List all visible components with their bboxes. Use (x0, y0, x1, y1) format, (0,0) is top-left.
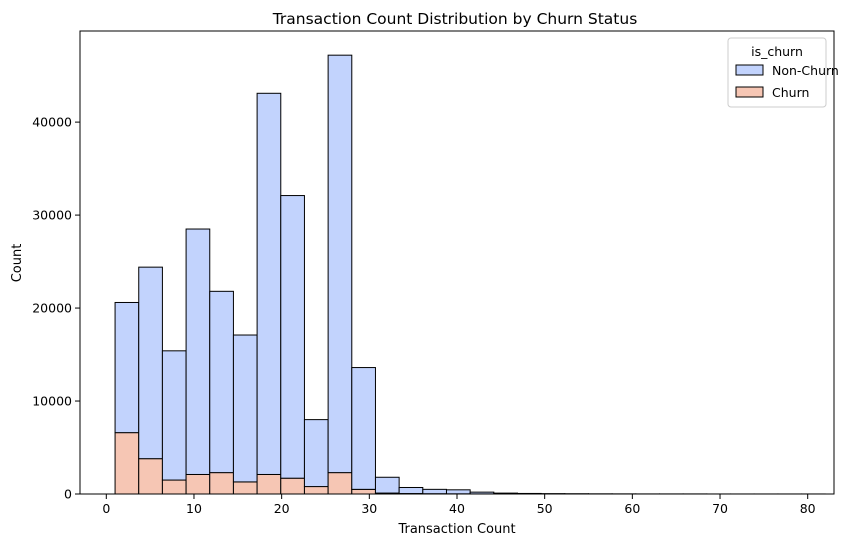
y-axis-ticks: 0 10000 20000 30000 40000 (32, 115, 80, 502)
x-tick-label-8: 80 (800, 501, 816, 516)
bar-non-churn-bin-10 (351, 367, 376, 490)
bar-non-churn-bin-8 (303, 419, 329, 488)
x-tick-label-6: 60 (624, 501, 640, 516)
bar-churn-bin-4 (209, 472, 234, 495)
x-tick-label-2: 20 (274, 501, 290, 516)
legend-title: is_churn (751, 44, 803, 59)
bar-churn-bin-7 (280, 477, 305, 495)
bar-non-churn-bin-4 (209, 290, 234, 474)
legend-label-non-churn: Non-Churn (772, 63, 839, 78)
bar-churn-bin-1 (138, 458, 163, 495)
y-tick-label-2: 20000 (32, 301, 72, 316)
bar-non-churn-bin-0 (114, 301, 140, 434)
y-axis-label: Count (10, 244, 25, 283)
y-tick-label-0: 0 (64, 487, 72, 502)
bar-non-churn-bin-6 (256, 92, 282, 475)
bar-churn-bin-6 (256, 473, 282, 495)
bar-non-churn-bin-5 (232, 334, 258, 483)
bar-non-churn-bin-11 (374, 476, 400, 494)
bar-non-churn-bin-12 (398, 486, 424, 495)
bar-non-churn-bin-9 (327, 54, 353, 474)
x-tick-label-1: 10 (186, 501, 202, 516)
legend-swatch-non-churn (735, 64, 764, 76)
bar-non-churn-bin-2 (161, 350, 187, 481)
y-tick-label-1: 10000 (32, 394, 72, 409)
bar-non-churn-bin-3 (185, 228, 211, 475)
bar-churn-bin-10 (351, 488, 376, 495)
bar-churn-bin-8 (303, 486, 329, 495)
bar-churn-bin-2 (161, 479, 187, 495)
legend-swatch-churn (735, 86, 764, 98)
y-tick-label-3: 30000 (32, 208, 72, 223)
bar-churn-bin-0 (114, 432, 140, 495)
bar-churn-bin-3 (185, 473, 211, 495)
bar-churn-bin-9 (327, 472, 353, 495)
x-tick-label-0: 0 (102, 501, 110, 516)
y-tick-label-4: 40000 (32, 115, 72, 130)
bar-non-churn-bin-14 (445, 489, 471, 495)
chart-title: Transaction Count Distribution by Churn … (272, 10, 638, 28)
x-axis-ticks: 0 10 20 30 40 50 60 70 80 (102, 494, 816, 516)
bar-non-churn-bin-13 (422, 488, 447, 495)
x-tick-label-3: 30 (361, 501, 377, 516)
x-tick-label-7: 70 (712, 501, 728, 516)
legend: is_churn Non-Churn Churn (727, 37, 839, 108)
bars-group (114, 54, 826, 495)
bar-churn-bin-5 (232, 481, 258, 495)
x-tick-label-4: 40 (449, 501, 465, 516)
x-tick-label-5: 50 (537, 501, 553, 516)
bar-non-churn-bin-7 (280, 195, 305, 479)
bar-non-churn-bin-1 (138, 266, 163, 460)
x-axis-label: Transaction Count (397, 522, 515, 537)
legend-label-churn: Churn (772, 85, 809, 100)
